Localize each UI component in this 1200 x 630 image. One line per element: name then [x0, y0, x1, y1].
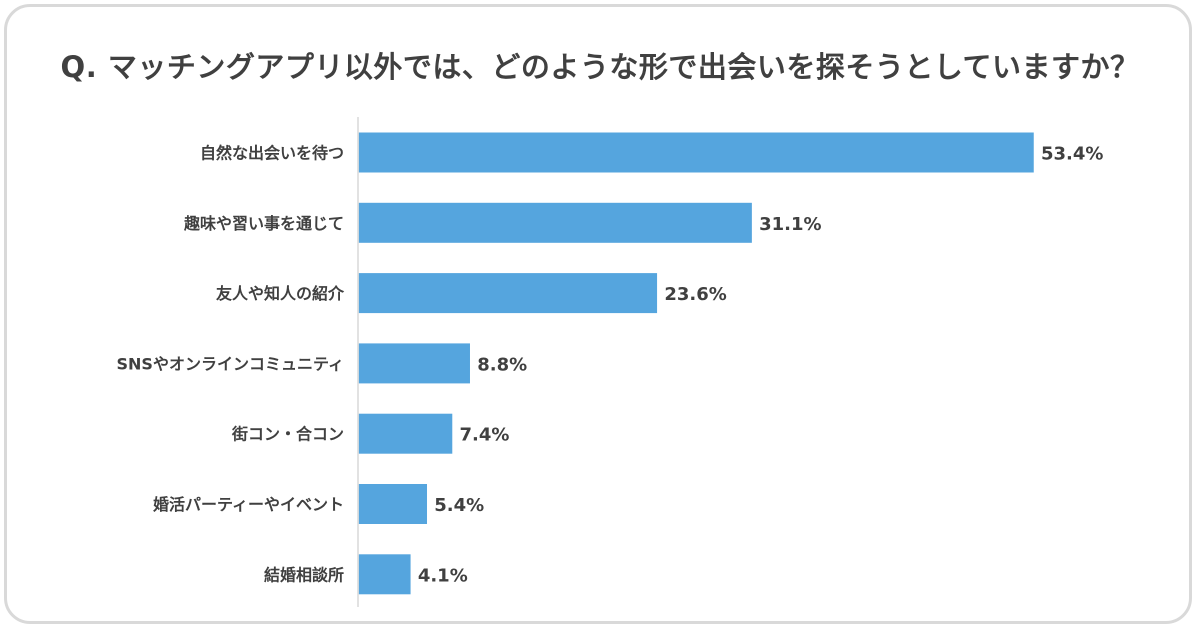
- bar-4: [358, 343, 470, 384]
- value-label-3: 23.6%: [664, 284, 726, 305]
- category-label-1: 自然な出会いを待つ: [200, 144, 344, 163]
- bar-7: [358, 554, 411, 595]
- bar-1: [358, 132, 1034, 173]
- value-label-1: 53.4%: [1041, 144, 1103, 165]
- category-label-3: 友人や知人の紹介: [216, 284, 345, 303]
- bar-3: [358, 273, 658, 314]
- category-label-2: 趣味や習い事を通じて: [183, 214, 344, 233]
- value-label-4: 8.8%: [477, 354, 527, 375]
- value-label-5: 7.4%: [460, 425, 510, 446]
- chart-card: [4, 4, 1192, 624]
- value-label-6: 5.4%: [434, 495, 484, 516]
- category-label-7: 結婚相談所: [264, 565, 344, 584]
- bars-layer: 自然な出会いを待つ 53.4% 趣味や習い事を通じて 31.1% 友人や知人の紹介 23.…: [117, 132, 1103, 595]
- bar-2: [358, 202, 752, 243]
- bar-6: [358, 484, 428, 524]
- category-label-6: 婚活パーティーやイベント: [153, 495, 344, 514]
- category-label-4: SNSやオンラインコミュニティ: [117, 354, 344, 373]
- value-label-7: 4.1%: [418, 565, 468, 586]
- bar-5: [358, 413, 453, 454]
- value-label-2: 31.1%: [759, 214, 821, 235]
- chart-title: Q. マッチングアプリ以外では、どのような形で出会いを探そうとしていますか？: [60, 50, 1140, 84]
- category-label-5: 街コン・合コン: [231, 425, 344, 444]
